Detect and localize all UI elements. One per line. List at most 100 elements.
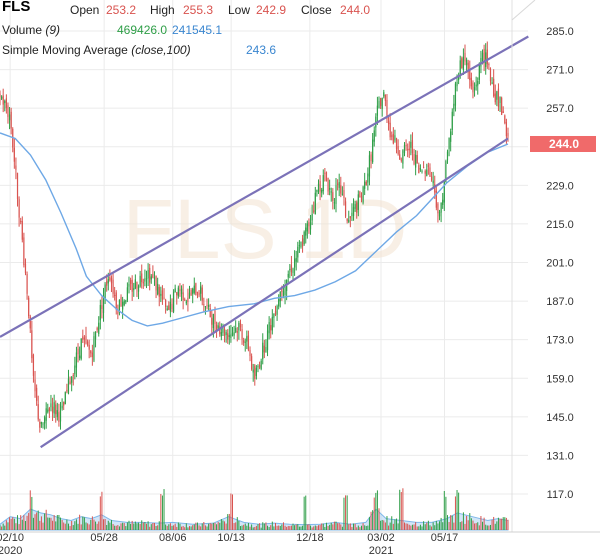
candle-body: [155, 275, 157, 291]
candle-body: [182, 292, 184, 300]
candle-body: [290, 265, 293, 273]
watermark-text: FLS 1D: [123, 182, 408, 276]
candle-body: [365, 181, 367, 185]
candle-body: [440, 202, 442, 213]
candle-body: [4, 100, 6, 104]
candle-body: [381, 97, 383, 109]
candle-body: [206, 305, 208, 307]
y-tick-label: 201.0: [546, 258, 574, 270]
candle-body: [354, 204, 356, 209]
candle-body: [176, 292, 178, 296]
candle-body: [137, 286, 140, 292]
candle-body: [284, 287, 286, 295]
candle-body: [18, 199, 20, 218]
candle-body: [236, 331, 238, 333]
x-tick-label: 05/17: [431, 532, 459, 544]
candle-body: [294, 258, 296, 268]
candle-body: [235, 328, 237, 332]
last-price-label: 244.0: [549, 137, 579, 151]
candle-body: [228, 335, 230, 337]
candle-body: [2, 95, 4, 105]
candle-body: [188, 292, 191, 299]
candle-body: [158, 287, 160, 297]
candle-body: [90, 350, 92, 354]
candle-body: [373, 130, 375, 142]
candle-body: [98, 322, 100, 334]
candle-body: [311, 214, 313, 221]
candle-body: [24, 263, 27, 273]
candle-body: [507, 133, 509, 137]
candle-body: [150, 276, 152, 280]
candle-body: [472, 82, 474, 93]
candle-body: [74, 365, 76, 375]
candle-body: [263, 345, 265, 353]
candle-body: [208, 304, 210, 307]
candle-body: [122, 301, 124, 310]
candle-body: [63, 401, 65, 406]
close-label: Close: [301, 3, 332, 17]
candle-body: [475, 84, 477, 87]
channel-line[interactable]: [0, 35, 529, 338]
candle-body: [136, 281, 138, 289]
candle-body: [85, 336, 87, 344]
x-tick-sublabel: 2020: [0, 545, 22, 557]
candle-body: [338, 182, 340, 188]
open-label: Open: [70, 3, 100, 17]
sma-label-text: Simple Moving Average: [2, 43, 128, 57]
candle-body: [464, 52, 466, 62]
candle-body: [244, 341, 246, 343]
candle-body: [499, 96, 501, 103]
candle-body: [153, 277, 156, 279]
candle-body: [169, 301, 171, 312]
candle-body: [144, 278, 146, 282]
candle-body: [220, 332, 222, 337]
candle-body: [489, 68, 492, 82]
candle-body: [71, 376, 73, 383]
y-tick-label: 145.0: [546, 412, 574, 424]
candle-body: [426, 169, 428, 176]
candle-body: [461, 58, 463, 69]
candle-body: [91, 352, 93, 358]
candle-body: [96, 328, 98, 330]
channel-line[interactable]: [40, 137, 509, 449]
y-tick-label: 159.0: [546, 373, 574, 385]
candle-body: [415, 154, 417, 168]
candle-body: [395, 138, 398, 149]
candle-body: [58, 412, 60, 423]
candle-body: [384, 94, 386, 101]
candle-body: [443, 180, 445, 203]
x-tick-label: 12/18: [296, 532, 324, 544]
candle-body: [329, 188, 331, 190]
candle-body: [357, 194, 359, 210]
candle-body: [251, 356, 253, 370]
candle-body: [252, 369, 254, 373]
candle-body: [102, 296, 105, 313]
candle-body: [319, 181, 321, 192]
candle-body: [131, 279, 133, 292]
candle-body: [117, 312, 119, 314]
candle-body: [469, 69, 471, 81]
candle-body: [13, 147, 15, 162]
candle-body: [407, 149, 409, 151]
candle-body: [198, 292, 200, 296]
candle-body: [298, 245, 300, 247]
candle-body: [23, 237, 25, 266]
candle-body: [204, 306, 207, 308]
candle-body: [5, 98, 7, 109]
candle-body: [112, 279, 114, 294]
candle-body: [157, 283, 159, 295]
candle-body: [231, 332, 234, 336]
candle-body: [94, 331, 97, 340]
y-tick-label: 257.0: [546, 103, 574, 115]
candle-body: [247, 335, 250, 351]
candle-body: [348, 219, 350, 223]
candle-body: [324, 172, 326, 174]
candle-body: [177, 287, 179, 297]
candle-body: [141, 273, 143, 283]
candle-body: [279, 291, 281, 302]
candle-body: [494, 93, 496, 103]
candle-body: [257, 366, 259, 368]
candle-body: [491, 82, 493, 84]
candle-body: [59, 410, 62, 422]
